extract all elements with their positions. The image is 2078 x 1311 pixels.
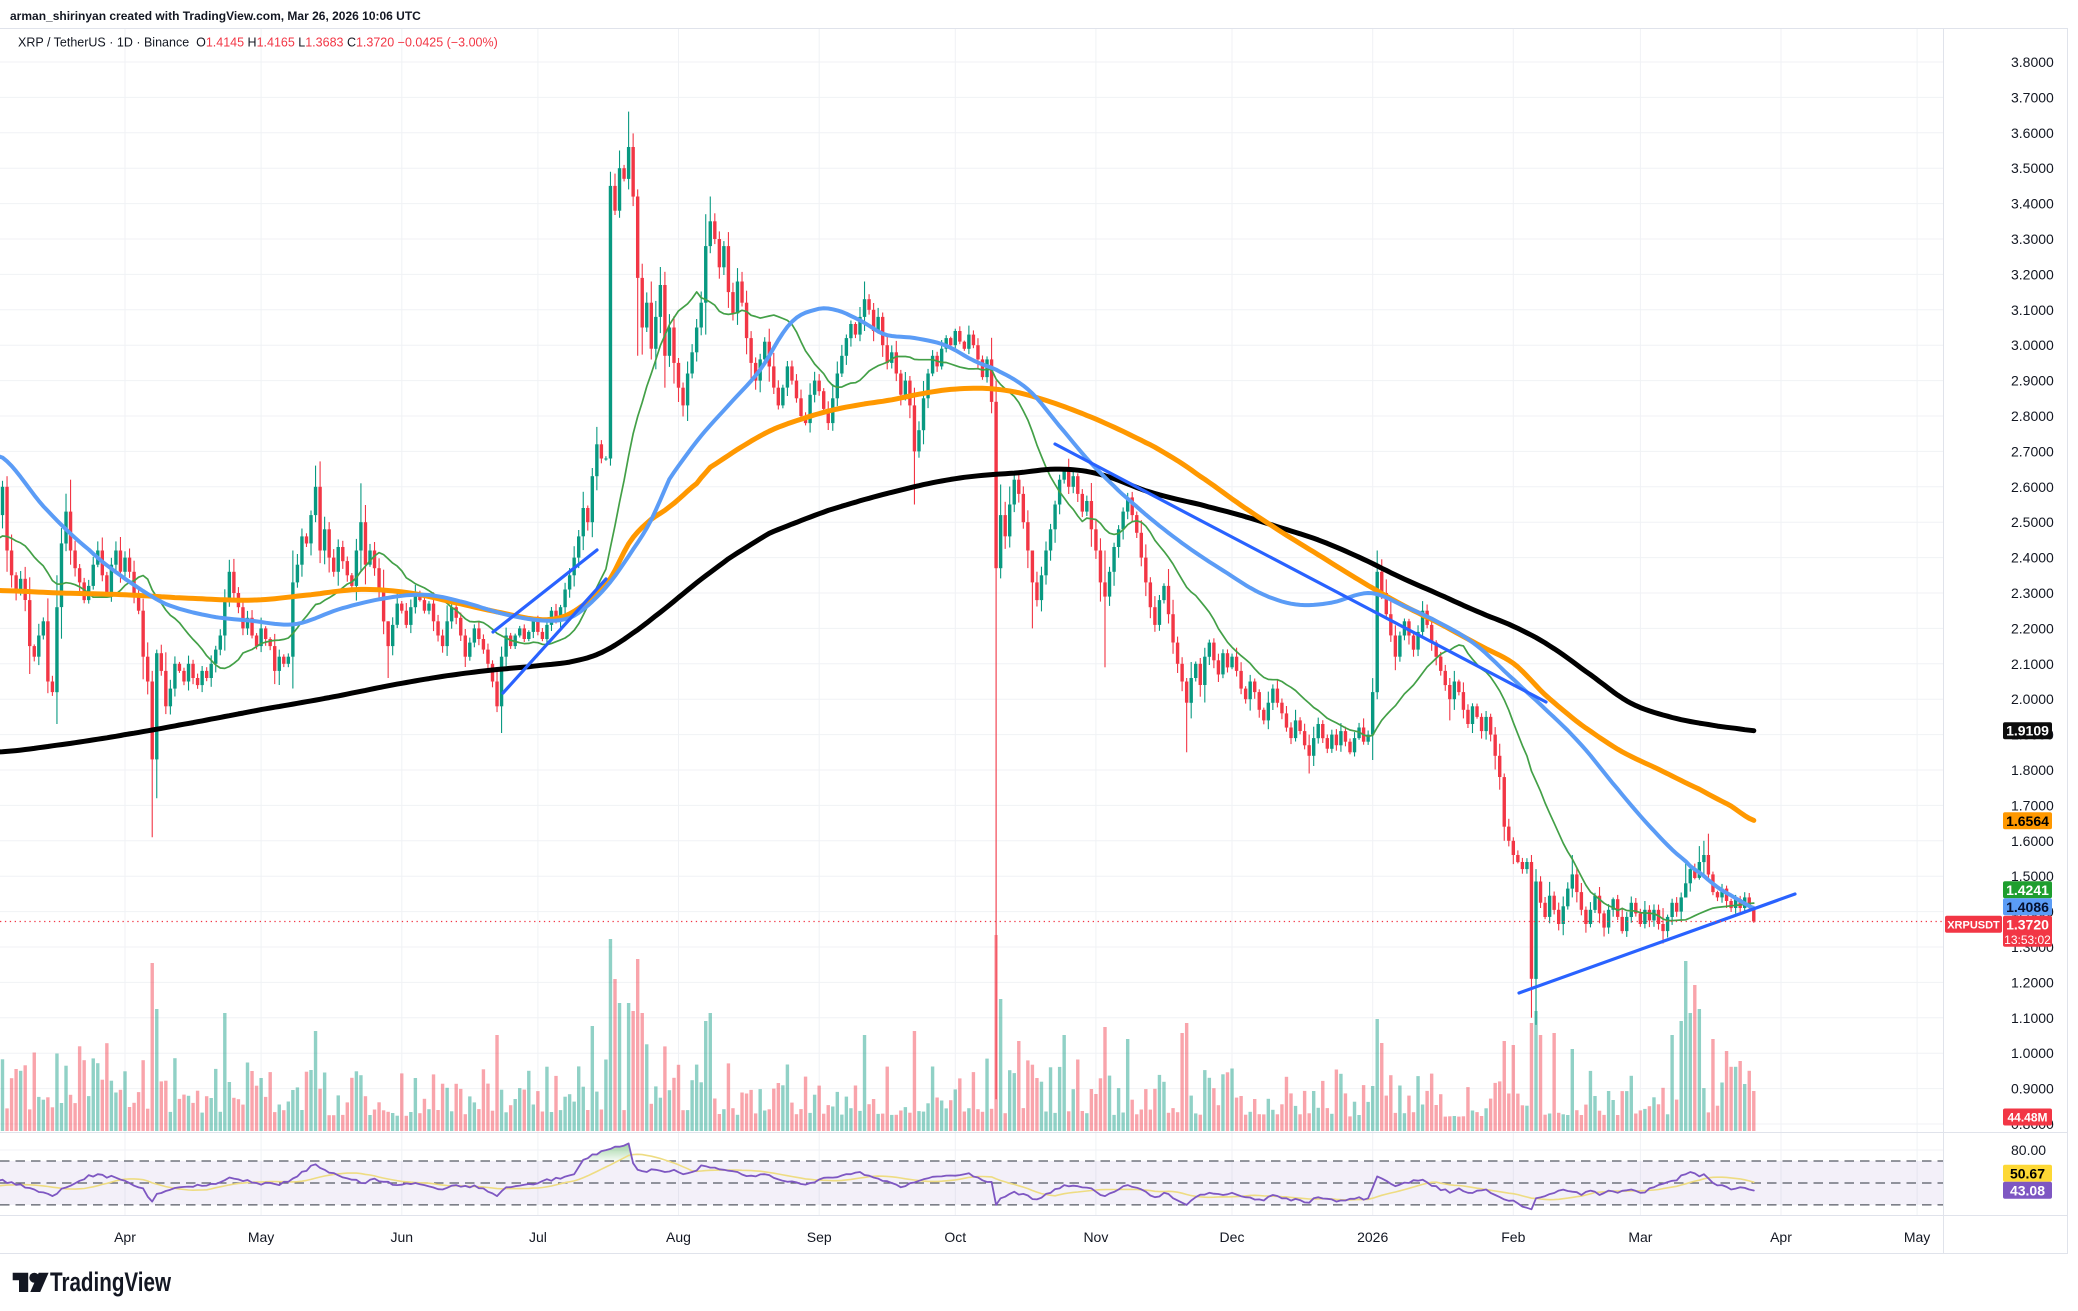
svg-text:1.3720: 1.3720 xyxy=(2006,917,2049,933)
svg-text:2.8000: 2.8000 xyxy=(2011,408,2054,424)
svg-text:80.00: 80.00 xyxy=(2011,1142,2046,1158)
svg-text:1.0000: 1.0000 xyxy=(2011,1045,2054,1061)
svg-text:13:53:02: 13:53:02 xyxy=(2004,933,2051,947)
svg-text:1.7000: 1.7000 xyxy=(2011,797,2054,813)
svg-text:Jul: Jul xyxy=(529,1229,547,1245)
svg-text:43.08: 43.08 xyxy=(2010,1182,2045,1198)
svg-text:3.7000: 3.7000 xyxy=(2011,89,2054,105)
svg-text:0.9000: 0.9000 xyxy=(2011,1081,2054,1097)
svg-text:1.2000: 1.2000 xyxy=(2011,974,2054,990)
svg-text:Aug: Aug xyxy=(666,1229,691,1245)
svg-text:2.0000: 2.0000 xyxy=(2011,691,2054,707)
svg-text:XRPUSDT: XRPUSDT xyxy=(1947,919,2000,931)
svg-text:1.6000: 1.6000 xyxy=(2011,833,2054,849)
svg-text:May: May xyxy=(1904,1229,1930,1245)
svg-text:1.5000: 1.5000 xyxy=(2011,868,2054,884)
svg-text:3.4000: 3.4000 xyxy=(2011,196,2054,212)
svg-text:Apr: Apr xyxy=(114,1229,136,1245)
svg-text:arman_shirinyan created with T: arman_shirinyan created with TradingView… xyxy=(10,9,421,23)
svg-text:1.6564: 1.6564 xyxy=(2006,813,2049,829)
svg-text:2.6000: 2.6000 xyxy=(2011,479,2054,495)
svg-text:3.2000: 3.2000 xyxy=(2011,266,2054,282)
svg-text:2.5000: 2.5000 xyxy=(2011,514,2054,530)
svg-text:XRP / TetherUS · 1D · Binance: XRP / TetherUS · 1D · Binance O1.4145 H1… xyxy=(18,36,498,50)
svg-text:Feb: Feb xyxy=(1501,1229,1525,1245)
svg-text:1.4086: 1.4086 xyxy=(2006,899,2049,915)
svg-text:3.3000: 3.3000 xyxy=(2011,231,2054,247)
svg-text:2.3000: 2.3000 xyxy=(2011,585,2054,601)
svg-text:2.1000: 2.1000 xyxy=(2011,656,2054,672)
svg-text:Dec: Dec xyxy=(1220,1229,1245,1245)
svg-text:May: May xyxy=(248,1229,274,1245)
svg-text:TradingView: TradingView xyxy=(50,1267,171,1297)
svg-text:2.2000: 2.2000 xyxy=(2011,620,2054,636)
svg-text:2.9000: 2.9000 xyxy=(2011,373,2054,389)
svg-text:Oct: Oct xyxy=(944,1229,966,1245)
svg-text:1.9109: 1.9109 xyxy=(2006,723,2049,739)
svg-text:Mar: Mar xyxy=(1628,1229,1652,1245)
svg-text:Nov: Nov xyxy=(1083,1229,1108,1245)
svg-text:3.6000: 3.6000 xyxy=(2011,125,2054,141)
svg-text:2026: 2026 xyxy=(1357,1229,1388,1245)
svg-text:Jun: Jun xyxy=(391,1229,414,1245)
svg-text:3.0000: 3.0000 xyxy=(2011,337,2054,353)
svg-text:2.4000: 2.4000 xyxy=(2011,550,2054,566)
svg-text:1.1000: 1.1000 xyxy=(2011,1010,2054,1026)
svg-text:3.8000: 3.8000 xyxy=(2011,54,2054,70)
svg-text:1.8000: 1.8000 xyxy=(2011,762,2054,778)
svg-text:Sep: Sep xyxy=(807,1229,832,1245)
svg-text:1.4241: 1.4241 xyxy=(2006,882,2049,898)
svg-text:2.7000: 2.7000 xyxy=(2011,443,2054,459)
svg-text:3.1000: 3.1000 xyxy=(2011,302,2054,318)
svg-text:3.5000: 3.5000 xyxy=(2011,160,2054,176)
svg-text:44.48M: 44.48M xyxy=(2007,1110,2047,1124)
svg-text:Apr: Apr xyxy=(1770,1229,1792,1245)
svg-text:50.67: 50.67 xyxy=(2010,1165,2045,1181)
